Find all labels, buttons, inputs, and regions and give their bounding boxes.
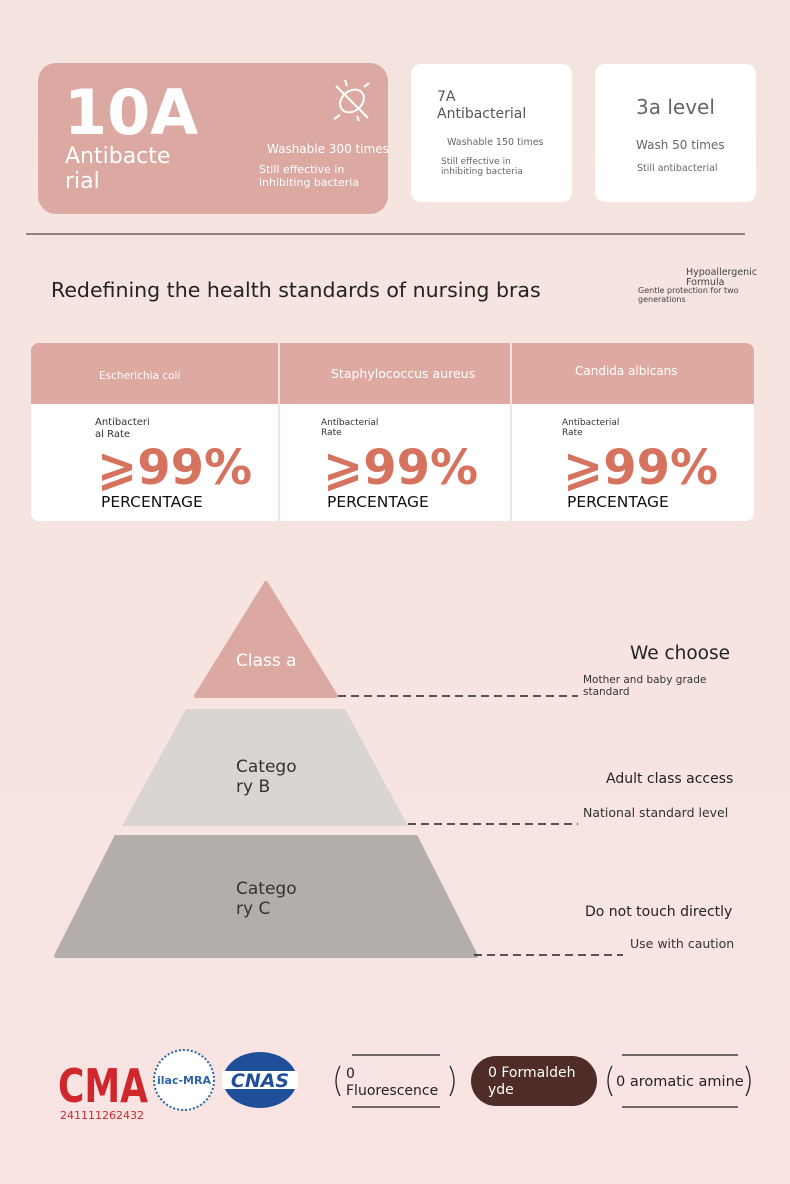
rate-unit: PERCENTAGE (101, 493, 203, 511)
side-note-title: Formula (686, 277, 724, 288)
rate-label: Antibacteri (95, 417, 150, 428)
grade-wash: Washable 150 times (447, 137, 544, 148)
badge-dark (471, 1056, 597, 1106)
badge-text: yde (488, 1082, 514, 1098)
badge-text: 0 (346, 1066, 355, 1082)
card-10a (38, 63, 388, 214)
side-note-text: generations (638, 295, 686, 304)
grade-level: 10A (64, 76, 198, 149)
pyramid-title: Do not touch directly (585, 904, 732, 920)
pyramid-note: standard (583, 686, 630, 698)
ilac-text: ilac-MRA (157, 1074, 211, 1087)
card-7a (411, 64, 572, 202)
ilac-logo (153, 1049, 215, 1111)
rate-value: ⩾99% (563, 440, 718, 496)
rate-unit: PERCENTAGE (567, 493, 669, 511)
leader-lines (338, 695, 623, 956)
pyramid-note: Mother and baby grade (583, 674, 706, 686)
cma-logo: CMA (58, 1059, 148, 1113)
rate-label: Rate (321, 428, 342, 438)
headline: Redefining the health standards of nursi… (51, 278, 541, 302)
pyramid-label: ry B (236, 777, 270, 797)
bacteria-name: Staphylococcus aureus (331, 366, 475, 381)
grade-title: 3a level (636, 95, 715, 119)
grade-effect: Still effective in (441, 157, 511, 167)
pyramid-top (194, 581, 338, 698)
badge-text: Fluorescence (346, 1083, 438, 1099)
cnas-band (222, 1071, 298, 1089)
grade-effect: inhibiting bacteria (259, 176, 359, 189)
grade-wash: Wash 50 times (636, 138, 725, 152)
grade-name: Antibacte (65, 144, 170, 169)
badge-text: 0 Formaldeh (488, 1065, 575, 1081)
rate-label: Rate (562, 428, 583, 438)
pyramid-bottom (54, 835, 478, 958)
pyramid-note: Use with caution (630, 936, 734, 951)
grade-level: 7A (437, 89, 456, 105)
grade-name: Antibacterial (437, 106, 526, 122)
card-3a (595, 64, 756, 202)
rate-label: Antibacterial (321, 418, 378, 428)
side-note-text: Gentle protection for two (638, 286, 739, 295)
rate-unit: PERCENTAGE (327, 493, 429, 511)
rate-label: al Rate (95, 429, 130, 440)
cnas-text: CNAS (231, 1070, 289, 1092)
side-note-title: Hypoallergenic (686, 267, 757, 278)
rate-value: ⩾99% (323, 440, 478, 496)
bacteria-icon (333, 79, 370, 122)
bacteria-name: Candida albicans (575, 364, 678, 378)
grade-effect: inhibiting bacteria (441, 167, 523, 177)
pyramid-title: Adult class access (606, 771, 733, 787)
pyramid-label: Catego (236, 757, 297, 777)
cma-number: 241111262432 (60, 1109, 144, 1122)
rate-value: ⩾99% (97, 440, 252, 496)
badge-text: 0 aromatic amine (616, 1074, 744, 1090)
grade-name: rial (65, 169, 100, 194)
pyramid-label: Class a (236, 651, 297, 671)
table-header (31, 343, 754, 404)
pyramid-middle (122, 709, 408, 826)
pyramid-title: We choose (630, 643, 730, 664)
bacteria-name: Escherichia coli (99, 370, 180, 382)
grade-effect: Still antibacterial (637, 163, 718, 174)
grade-wash: Washable 300 times (267, 142, 389, 156)
rate-label: Antibacterial (562, 418, 619, 428)
pyramid-label: ry C (236, 899, 270, 919)
pyramid-label: Catego (236, 879, 297, 899)
grade-effect: Still effective in (259, 163, 344, 176)
pyramid-note: National standard level (583, 805, 728, 820)
badge-outline (335, 1054, 751, 1108)
